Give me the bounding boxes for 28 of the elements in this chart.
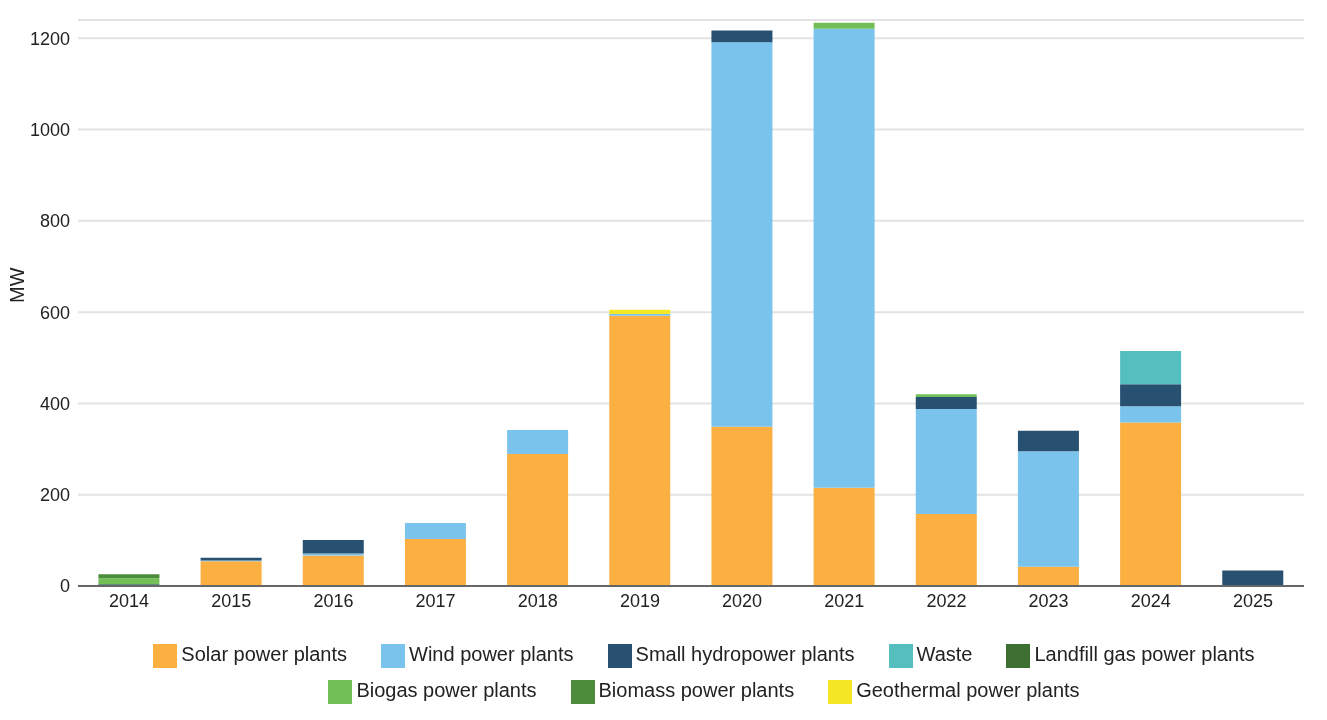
legend-label: Small hydropower plants [635, 643, 855, 665]
x-tick-label: 2019 [619, 590, 660, 611]
y-tick-label: 200 [39, 485, 70, 506]
x-tick-label: 2014 [109, 590, 150, 611]
legend-label: Wind power plants [409, 643, 574, 665]
x-tick-label: 2025 [1232, 590, 1273, 611]
legend-label: Biogas power plants [356, 679, 537, 701]
x-tick-label: 2020 [722, 590, 763, 611]
legend-label: Landfill gas power plants [1034, 643, 1255, 665]
x-tick-label: 2018 [517, 590, 558, 611]
y-tick-label: 1200 [29, 28, 70, 49]
y-tick-label: 600 [39, 302, 70, 323]
y-axis-title: MW [6, 267, 29, 303]
x-tick-label: 2024 [1130, 590, 1171, 611]
x-tick-label: 2017 [415, 590, 456, 611]
y-tick-label: 1000 [29, 119, 70, 140]
x-tick-label: 2022 [926, 590, 967, 611]
x-tick-label: 2023 [1028, 590, 1069, 611]
x-tick-label: 2021 [824, 590, 865, 611]
legend-label: Waste [916, 643, 973, 665]
x-tick-label: 2016 [313, 590, 354, 611]
legend-label: Solar power plants [181, 643, 348, 665]
y-tick-label: 0 [59, 576, 70, 597]
legend-label: Biomass power plants [598, 679, 795, 701]
y-tick-label: 800 [39, 211, 70, 232]
legend-label: Geothermal power plants [856, 679, 1080, 701]
x-tick-label: 2015 [211, 590, 252, 611]
y-tick-label: 400 [39, 393, 70, 414]
